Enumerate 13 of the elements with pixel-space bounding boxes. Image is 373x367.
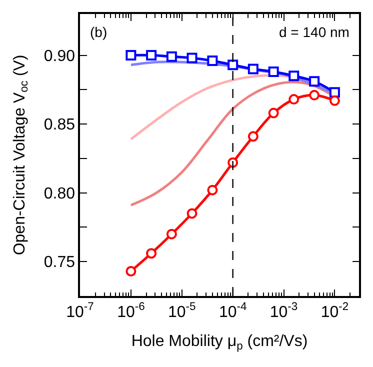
annotation: (b) — [90, 24, 108, 40]
x-tick-label: 10$^{-6}$ — [117, 301, 145, 321]
y-tick-label: 0.85 — [44, 116, 76, 134]
x-tick-label: 10$^{-5}$ — [168, 301, 196, 321]
y-tick-label: 0.90 — [44, 48, 76, 65]
x-axis-title: Hole Mobility μ$_{p}$ (cm²/Vs) — [131, 333, 308, 353]
annotation: d = 140 nm — [279, 24, 350, 40]
x-tick-label: 10$^{-4}$ — [218, 301, 247, 321]
y-tick-label: 0.80 — [44, 185, 76, 202]
x-tick-label: 10$^{-7}$ — [66, 301, 94, 321]
x-tick-label: 10$^{-3}$ — [270, 301, 298, 321]
x-tick-label: 10$^{-2}$ — [320, 301, 349, 321]
y-tick-label: 0.75 — [44, 254, 76, 272]
